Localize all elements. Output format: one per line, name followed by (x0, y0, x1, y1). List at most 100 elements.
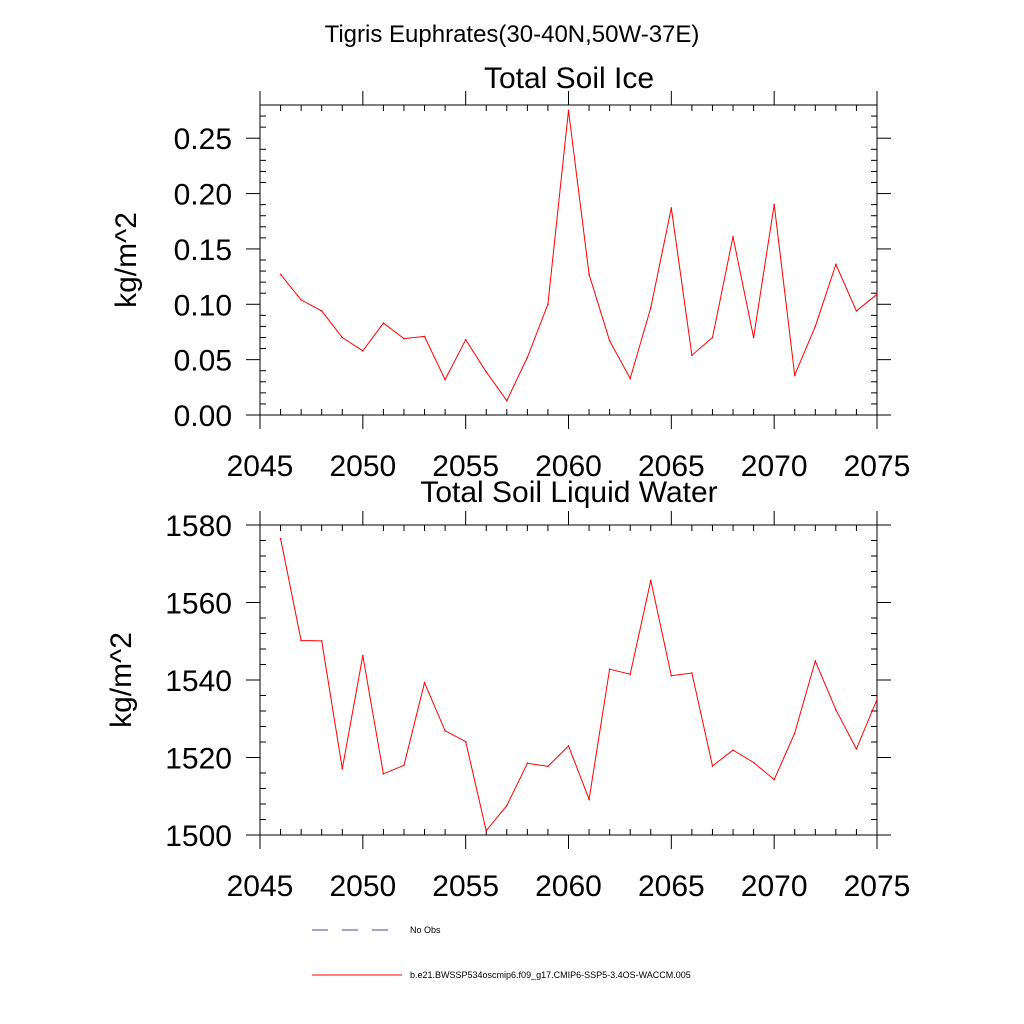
soil-ice-data-point (670, 207, 673, 209)
soil-ice-y-tick-label: 0.00 (174, 400, 232, 433)
soil-liquid-water-data-point (608, 668, 611, 670)
soil-liquid-water-data-point (526, 762, 529, 765)
soil-ice-data-point (608, 340, 611, 342)
soil-ice-data-point (752, 336, 755, 339)
soil-ice-x-tick-label: 2050 (329, 450, 396, 483)
soil-liquid-water-x-tick-label: 2045 (227, 870, 294, 903)
soil-liquid-water-y-tick-label: 1500 (165, 820, 232, 853)
soil-liquid-water-data-point (649, 579, 652, 582)
legend-model-label: b.e21.BWSSP534oscmip6.f09_g17.CMIP6-SSP5… (410, 970, 691, 980)
soil-liquid-water-data-point (588, 798, 590, 801)
soil-ice-y-tick-label: 0.20 (174, 179, 232, 212)
soil-ice-data-point (362, 349, 364, 352)
soil-liquid-water-data-point (320, 640, 323, 642)
soil-ice-data-point (423, 335, 426, 338)
soil-ice-data-point (691, 354, 693, 357)
soil-liquid-water-data-point (711, 765, 714, 767)
soil-ice-data-point (814, 325, 817, 328)
soil-liquid-water-x-tick-label: 2075 (844, 870, 911, 903)
soil-liquid-water-y-tick-label: 1540 (165, 665, 232, 698)
soil-liquid-water-data-point (793, 732, 796, 734)
soil-liquid-water-data-point (629, 673, 631, 675)
soil-liquid-water-data-point (567, 745, 570, 747)
soil-liquid-water-data-point (835, 709, 837, 711)
soil-ice-y-tick-label: 0.25 (174, 123, 232, 156)
soil-ice-data-point (835, 263, 837, 266)
soil-liquid-water-x-tick-label: 2050 (329, 870, 396, 903)
soil-liquid-water-ylabel: kg/m^2 (105, 632, 138, 728)
soil-ice-y-tick-label: 0.15 (174, 234, 232, 267)
soil-ice-data-point (732, 235, 734, 238)
soil-ice-y-tick-label: 0.05 (174, 345, 232, 378)
soil-liquid-water-data-point (876, 698, 878, 701)
soil-liquid-water-plot-frame (259, 524, 878, 836)
soil-ice-x-tick-label: 2060 (535, 450, 602, 483)
soil-liquid-water-x-tick-label: 2060 (535, 870, 602, 903)
legend: No Obs b.e21.BWSSP534oscmip6.f09_g17.CMI… (312, 925, 691, 980)
soil-ice-data-point (876, 293, 878, 296)
legend-obs-label: No Obs (410, 925, 441, 935)
soil-liquid-water-x-tick-label: 2065 (638, 870, 705, 903)
soil-liquid-water-data-point (464, 740, 467, 743)
soil-ice-data-point (649, 306, 652, 309)
soil-liquid-water-data-point (403, 764, 405, 767)
soil-ice-data-point (855, 310, 858, 312)
soil-liquid-water-y-tick-label: 1580 (165, 510, 232, 543)
soil-liquid-water-data-point (300, 639, 302, 642)
soil-ice-data-point (279, 273, 282, 276)
soil-ice-data-point (506, 399, 508, 402)
soil-liquid-water-data-point (773, 778, 775, 781)
soil-ice-data-point (588, 273, 590, 276)
soil-liquid-water-data-point (341, 767, 344, 770)
soil-ice-data-point (711, 336, 714, 339)
soil-ice-data-point (567, 109, 570, 112)
soil-liquid-water-chart-title: Total Soil Liquid Water (420, 476, 717, 509)
soil-ice-data-point (300, 299, 302, 301)
soil-liquid-water-data-point (691, 672, 693, 674)
soil-ice-x-tick-label: 2065 (638, 450, 705, 483)
soil-liquid-water-panel: Total Soil Liquid Water kg/m^2 2045 2050 2… (105, 476, 910, 903)
soil-ice-x-tick-label: 2070 (741, 450, 808, 483)
soil-ice-data-point (485, 371, 488, 373)
figure-title: Tigris Euphrates(30-40N,50W-37E) (325, 21, 700, 48)
soil-ice-data-point (547, 303, 549, 306)
soil-liquid-water-data-point (279, 537, 282, 540)
soil-liquid-water-data-point (485, 829, 488, 832)
soil-liquid-water-y-tick-label: 1520 (165, 743, 232, 776)
soil-liquid-water-data-point (444, 729, 446, 732)
soil-ice-data-point (464, 338, 467, 341)
soil-liquid-water-data-point (752, 761, 755, 764)
soil-ice-y-tick-label: 0.10 (174, 289, 232, 322)
soil-ice-data-point (341, 336, 344, 339)
soil-ice-plot-frame (259, 104, 878, 416)
soil-liquid-water-data-point (506, 804, 508, 807)
soil-liquid-water-series-line (280, 538, 878, 832)
soil-ice-data-point (320, 310, 323, 312)
soil-liquid-water-data-point (670, 674, 673, 677)
soil-ice-panel: Total Soil Ice kg/m^2 2045 2050 2055 2060 20… (110, 62, 910, 483)
soil-ice-data-point (773, 203, 775, 206)
soil-ice-data-point (444, 378, 446, 381)
soil-ice-chart-title: Total Soil Ice (484, 62, 654, 95)
soil-liquid-water-x-tick-label: 2070 (741, 870, 808, 903)
soil-liquid-water-data-point (547, 765, 549, 768)
soil-ice-series-line (280, 110, 878, 402)
soil-liquid-water-y-tick-label: 1560 (165, 588, 232, 621)
soil-ice-x-tick-label: 2075 (844, 450, 911, 483)
soil-liquid-water-data-point (814, 660, 817, 662)
soil-liquid-water-data-point (855, 748, 858, 750)
soil-ice-data-point (382, 322, 385, 324)
soil-ice-data-point (526, 356, 529, 359)
soil-liquid-water-data-point (362, 654, 364, 657)
soil-ice-data-point (629, 377, 631, 380)
soil-ice-data-point (793, 374, 796, 376)
soil-ice-ylabel: kg/m^2 (110, 212, 143, 308)
soil-ice-x-tick-label: 2055 (432, 450, 499, 483)
soil-ice-x-tick-label: 2045 (227, 450, 294, 483)
soil-liquid-water-data-point (382, 772, 385, 775)
soil-ice-data-point (403, 337, 405, 340)
soil-liquid-water-data-point (423, 681, 426, 684)
soil-liquid-water-x-tick-label: 2055 (432, 870, 499, 903)
soil-liquid-water-data-point (732, 749, 734, 751)
